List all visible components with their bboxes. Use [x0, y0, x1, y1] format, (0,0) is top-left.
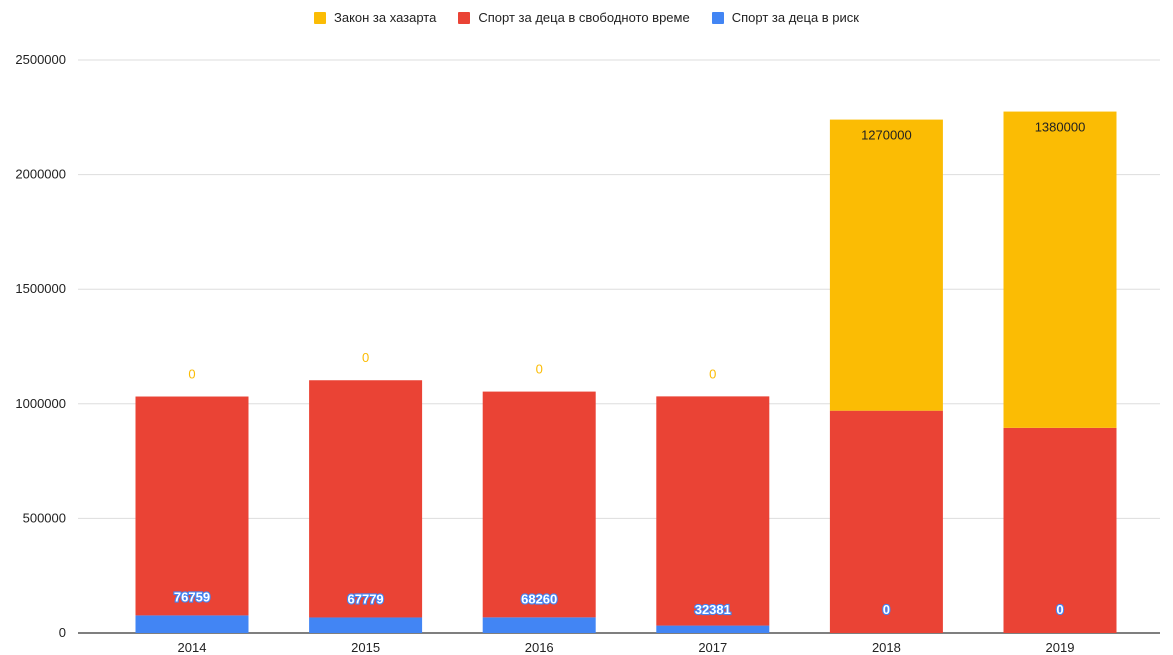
- bar-segment: [829, 119, 943, 411]
- x-tick-label: 2016: [525, 640, 554, 655]
- bar-segment: [309, 380, 423, 618]
- data-label-gambling-law: 0: [709, 366, 716, 381]
- data-label-gambling-law: 1270000: [861, 128, 912, 143]
- data-label-at-risk: 68260: [521, 591, 557, 606]
- bar-segment: [829, 410, 943, 633]
- bar-segment: [135, 396, 249, 616]
- x-tick-label: 2019: [1046, 640, 1075, 655]
- legend-swatch-at-risk: [711, 11, 724, 24]
- legend: Закон за хазарта Спорт за деца в свободн…: [0, 10, 1173, 25]
- y-tick-label: 1000000: [15, 396, 66, 411]
- data-label-at-risk: 67779: [348, 591, 384, 606]
- legend-swatch-free-time: [458, 11, 471, 24]
- legend-item-at-risk: Спорт за деца в риск: [711, 10, 859, 25]
- bar-segment: [1003, 111, 1117, 428]
- x-tick-label: 2018: [872, 640, 901, 655]
- legend-label-at-risk: Спорт за деца в риск: [731, 10, 859, 25]
- x-tick-label: 2015: [351, 640, 380, 655]
- bar-segment: [482, 617, 596, 633]
- legend-item-gambling-law: Закон за хазарта: [313, 10, 437, 25]
- x-tick-label: 2014: [178, 640, 207, 655]
- bar-segment: [309, 617, 423, 633]
- y-tick-label: 1500000: [15, 281, 66, 296]
- x-tick-label: 2017: [698, 640, 727, 655]
- legend-item-free-time: Спорт за деца в свободното време: [458, 10, 690, 25]
- bar-segment: [1003, 427, 1117, 633]
- data-label-gambling-law: 1380000: [1035, 120, 1086, 135]
- y-tick-label: 0: [59, 625, 66, 640]
- y-tick-label: 500000: [23, 510, 66, 525]
- bar-segment: [656, 625, 770, 633]
- y-tick-label: 2000000: [15, 167, 66, 182]
- data-label-at-risk: 76759: [174, 589, 210, 604]
- data-label-at-risk: 32381: [695, 602, 731, 617]
- legend-label-gambling-law: Закон за хазарта: [333, 10, 437, 25]
- bar-segment: [656, 396, 770, 626]
- legend-swatch-gambling-law: [313, 11, 326, 24]
- data-label-at-risk: 0: [883, 602, 890, 617]
- data-label-gambling-law: 0: [362, 350, 369, 365]
- bar-segment: [482, 391, 596, 618]
- data-label-gambling-law: 0: [536, 362, 543, 377]
- y-tick-label: 2500000: [15, 52, 66, 67]
- data-label-gambling-law: 0: [188, 367, 195, 382]
- bar-segment: [135, 615, 249, 633]
- data-label-at-risk: 0: [1056, 602, 1063, 617]
- legend-label-free-time: Спорт за деца в свободното време: [478, 10, 690, 25]
